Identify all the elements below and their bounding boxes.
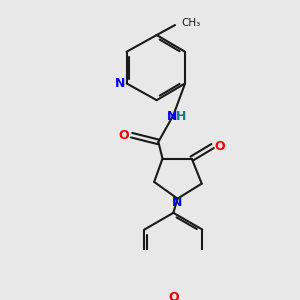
Text: N: N <box>115 77 125 90</box>
Text: O: O <box>119 129 129 142</box>
Text: CH₃: CH₃ <box>182 18 201 28</box>
Text: O: O <box>168 291 179 300</box>
Text: N: N <box>172 196 183 209</box>
Text: H: H <box>176 110 186 123</box>
Text: N: N <box>167 110 177 123</box>
Text: O: O <box>215 140 225 153</box>
